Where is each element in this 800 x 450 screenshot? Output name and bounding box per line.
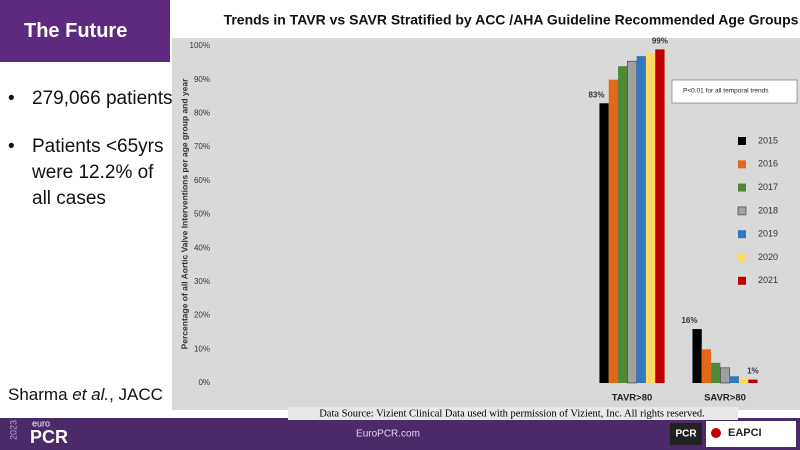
value-label: 83% [588,90,604,99]
legend-swatch [738,276,746,285]
footer [0,418,800,450]
bar [711,362,721,383]
bar [618,66,628,383]
y-tick-label: 70% [194,142,210,151]
bullet-list: 279,066 patients Patients <65yrs were 12… [8,86,173,234]
citation-etal: et al. [72,385,110,404]
y-tick-label: 10% [194,344,210,353]
bullet: 279,066 patients [8,86,173,112]
footer-year: 2023 [8,420,18,440]
y-tick-label: 100% [190,41,210,50]
legend-label: 2019 [758,229,778,239]
y-tick-label: 90% [194,75,210,84]
annotation-box [671,79,798,104]
chart-title: Trends in TAVR vs SAVR Stratified by ACC… [224,12,799,28]
citation-author: Sharma [8,385,73,404]
y-tick-label: 80% [194,109,210,118]
bar [599,103,609,383]
legend-swatch [738,183,746,192]
legend-label: 2021 [758,275,778,285]
bar [701,349,712,383]
y-tick-label: 40% [194,243,210,252]
bar [627,60,637,384]
slide-title: The Future [0,0,170,62]
footer-brand: PCR [30,427,68,447]
x-tick-label: SAVR>80 [704,393,746,404]
y-tick-label: 60% [194,176,210,185]
value-label: 99% [652,36,668,45]
footer-url: EuroPCR.com [356,429,420,440]
y-tick-label: 20% [194,311,210,320]
y-axis-label: Percentage of all Aortic Valve Intervent… [179,78,189,350]
legend-swatch [737,206,747,216]
legend-swatch [738,253,746,262]
bar [729,376,739,383]
bar [748,379,758,383]
footer-logo: EAPCI [728,427,762,439]
legend-label: 2016 [758,159,778,169]
citation-journal: , JACC [109,385,163,404]
bar [720,367,730,384]
footer-brand-small: euro [32,418,50,428]
legend-swatch [738,137,746,145]
logo-box [706,421,796,447]
legend-label: 2017 [758,182,778,192]
annotation: P<0.01 for all temporal trends [683,88,769,95]
y-tick-label: 30% [194,277,210,286]
bar [692,329,702,383]
y-tick-label: 50% [194,210,210,219]
bar [608,79,619,383]
legend-label: 2020 [758,252,778,262]
title-box [243,8,780,34]
logo-box [670,423,702,445]
value-label: 1% [747,367,759,376]
bar [645,52,656,384]
bar [636,56,646,384]
x-tick-label: TAVR>80 [612,393,653,404]
logo-icon [711,428,721,438]
legend-swatch [738,160,746,169]
bar [738,377,749,383]
citation: Sharma et al., JACC [8,385,163,405]
footer-logo: PCR [675,429,697,440]
legend-swatch [738,230,746,239]
y-tick-label: 0% [198,378,210,387]
value-label: 16% [681,316,697,325]
source-box [288,407,738,420]
legend-label: 2015 [758,135,778,145]
bar [655,49,665,384]
bullet: Patients <65yrs were 12.2% of all cases [8,134,173,212]
source: Data Source: Vizient Clinical Data used … [319,408,705,419]
legend-label: 2018 [758,205,778,215]
